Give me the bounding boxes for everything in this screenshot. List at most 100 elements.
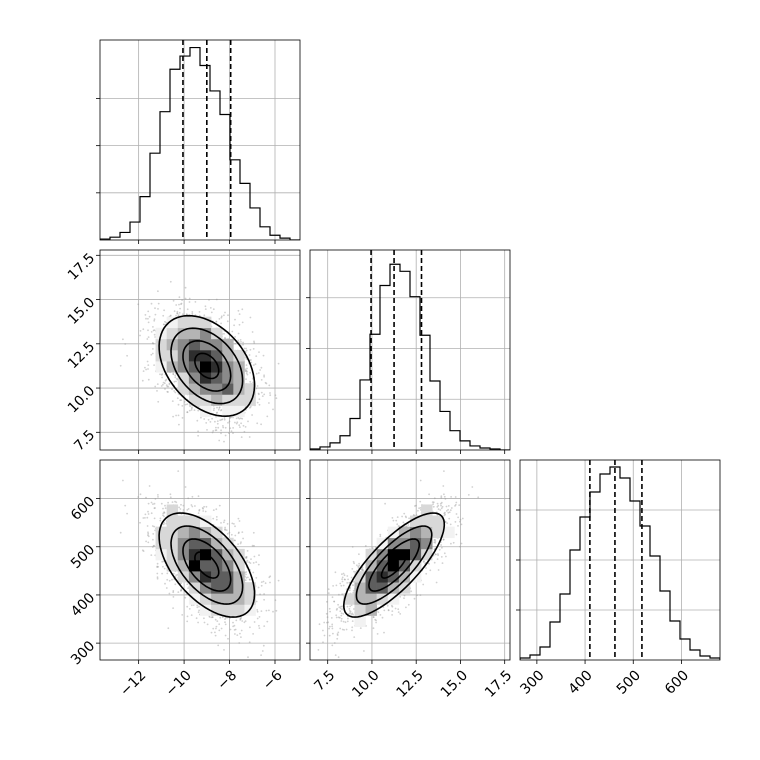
sample-point xyxy=(215,321,218,323)
sample-point xyxy=(122,338,124,341)
sample-point xyxy=(223,521,225,524)
density-cell xyxy=(222,405,234,417)
sample-point xyxy=(182,509,185,511)
sample-point xyxy=(203,621,206,624)
sample-point xyxy=(162,512,165,515)
sample-point xyxy=(175,380,177,383)
sample-point xyxy=(194,301,197,303)
sample-point xyxy=(154,313,157,316)
sample-point xyxy=(215,627,217,630)
sample-point xyxy=(233,523,235,525)
sample-point xyxy=(268,402,270,404)
sample-point xyxy=(234,525,236,528)
sample-point xyxy=(253,340,255,343)
sample-point xyxy=(252,381,255,384)
sample-point xyxy=(198,509,201,512)
sample-point xyxy=(234,534,237,537)
sample-point xyxy=(275,397,278,400)
sample-point xyxy=(164,504,166,507)
sample-point xyxy=(185,313,188,316)
histogram-step-1 xyxy=(310,263,510,450)
sample-point xyxy=(204,510,207,513)
sample-point xyxy=(154,498,157,500)
sample-point xyxy=(147,502,150,505)
sample-point xyxy=(150,331,153,333)
density-cell xyxy=(155,361,167,373)
sample-point xyxy=(179,399,182,402)
sample-point xyxy=(246,373,249,376)
contour-level-1 xyxy=(182,339,232,392)
sample-point xyxy=(245,369,248,372)
sample-point xyxy=(230,430,233,433)
contour-level-3 xyxy=(158,314,256,418)
sample-point xyxy=(251,331,254,333)
sample-point xyxy=(237,339,240,342)
sample-point xyxy=(227,637,229,640)
sample-point xyxy=(151,525,154,527)
sample-point xyxy=(229,427,232,430)
sample-point xyxy=(247,420,249,423)
sample-point xyxy=(274,599,277,602)
sample-point xyxy=(175,304,178,306)
sample-point xyxy=(144,513,147,516)
density-cell xyxy=(188,361,201,373)
sample-point xyxy=(239,619,242,621)
density-cell xyxy=(222,350,234,362)
sample-point xyxy=(164,582,166,585)
sample-point xyxy=(234,628,237,631)
sample-point xyxy=(190,504,193,506)
sample-point xyxy=(162,383,164,386)
histogram-panel-2 xyxy=(516,459,721,664)
sample-point xyxy=(119,364,122,367)
sample-point xyxy=(212,627,215,630)
sample-point xyxy=(257,392,260,395)
sample-point xyxy=(210,311,213,314)
sample-point xyxy=(174,376,177,379)
sample-point xyxy=(165,587,168,589)
sample-point xyxy=(160,385,163,387)
sample-point xyxy=(164,388,166,390)
sample-point xyxy=(242,424,245,427)
sample-point xyxy=(220,418,223,421)
sample-point xyxy=(249,562,252,564)
sample-point xyxy=(260,581,263,583)
sample-point xyxy=(146,338,149,340)
sample-point xyxy=(193,409,196,411)
sample-point xyxy=(223,314,225,317)
sample-point xyxy=(245,349,248,352)
sample-point xyxy=(154,507,156,509)
sample-point xyxy=(162,565,164,568)
sample-point xyxy=(233,539,236,542)
sample-point xyxy=(245,372,248,375)
sample-point xyxy=(162,323,165,326)
sample-point xyxy=(237,416,240,419)
sample-point xyxy=(229,417,231,419)
sample-point xyxy=(179,307,182,310)
sample-point xyxy=(245,370,248,373)
sample-point xyxy=(198,605,200,608)
density-cell xyxy=(222,361,234,373)
sample-point xyxy=(204,308,207,310)
sample-point xyxy=(255,600,258,603)
sample-point xyxy=(215,625,218,628)
sample-point xyxy=(175,414,178,417)
sample-point xyxy=(210,616,213,619)
sample-point xyxy=(264,381,267,384)
sample-point xyxy=(258,398,261,401)
sample-point xyxy=(147,310,150,313)
sample-point xyxy=(222,425,224,427)
sample-point xyxy=(157,400,160,403)
sample-point xyxy=(189,405,192,408)
sample-point xyxy=(214,420,216,423)
sample-point xyxy=(175,314,178,317)
sample-point xyxy=(172,591,175,594)
sample-point xyxy=(214,429,217,432)
sample-point xyxy=(154,336,157,338)
sample-point xyxy=(163,567,166,570)
sample-point xyxy=(198,609,201,612)
density-cell xyxy=(233,350,245,362)
sample-point xyxy=(256,617,259,620)
sample-point xyxy=(178,296,181,299)
sample-point xyxy=(262,354,265,357)
sample-point xyxy=(231,522,234,525)
